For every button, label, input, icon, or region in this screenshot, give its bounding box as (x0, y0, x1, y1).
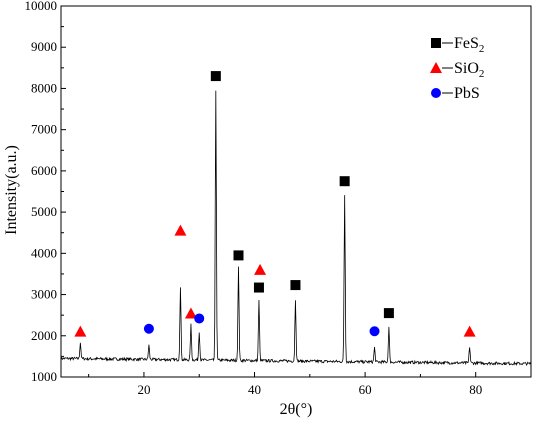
tick-labels: 1000 2000 3000 4000 5000 6000 7000 8000 9000 1000… (25, 0, 483, 397)
y-axis-title: Intensity(a.u.) (3, 145, 20, 235)
x-tick-label: 60 (359, 382, 372, 397)
y-tick-label: 6000 (31, 163, 57, 178)
x-tick-label: 80 (469, 382, 482, 397)
legend-square-marker (431, 38, 441, 48)
square-marker-fes2 (339, 176, 350, 187)
triangle-marker-sio2 (463, 325, 476, 337)
y-tick-label: 10000 (25, 0, 58, 13)
legend-circle-marker (431, 88, 441, 98)
legend: FeS2 SiO2 PbS (430, 35, 484, 102)
y-tick-label: 3000 (31, 287, 57, 302)
square-marker-fes2 (210, 71, 221, 82)
square-marker-fes2 (253, 282, 264, 293)
y-tick-label: 1000 (31, 369, 57, 384)
y-tick-label: 7000 (31, 122, 57, 137)
axis-ticks (61, 5, 477, 378)
triangle-marker-sio2 (174, 224, 187, 236)
y-tick-label: 5000 (31, 204, 57, 219)
legend-label-sio2: SiO2 (454, 60, 484, 80)
circle-marker-pbs (194, 313, 205, 324)
legend-label-fes2: FeS2 (454, 35, 484, 55)
xrd-pattern-line (60, 90, 532, 367)
x-tick-label: 20 (137, 382, 150, 397)
circle-marker-pbs (369, 326, 380, 337)
triangle-marker-sio2 (74, 325, 87, 337)
legend-triangle-marker (430, 62, 442, 73)
triangle-marker-sio2 (184, 307, 197, 319)
square-marker-fes2 (233, 250, 244, 261)
circle-marker-pbs (143, 323, 154, 334)
y-tick-label: 8000 (31, 80, 57, 95)
y-tick-label: 9000 (31, 39, 57, 54)
triangle-marker-sio2 (254, 263, 267, 275)
peak-markers (74, 71, 476, 337)
y-tick-label: 4000 (31, 245, 57, 260)
y-tick-label: 2000 (31, 328, 57, 343)
x-tick-label: 40 (248, 382, 261, 397)
square-marker-fes2 (290, 280, 301, 291)
legend-label-pbs: PbS (454, 85, 480, 102)
square-marker-fes2 (383, 308, 394, 319)
x-axis-title: 2θ(°) (280, 401, 313, 418)
